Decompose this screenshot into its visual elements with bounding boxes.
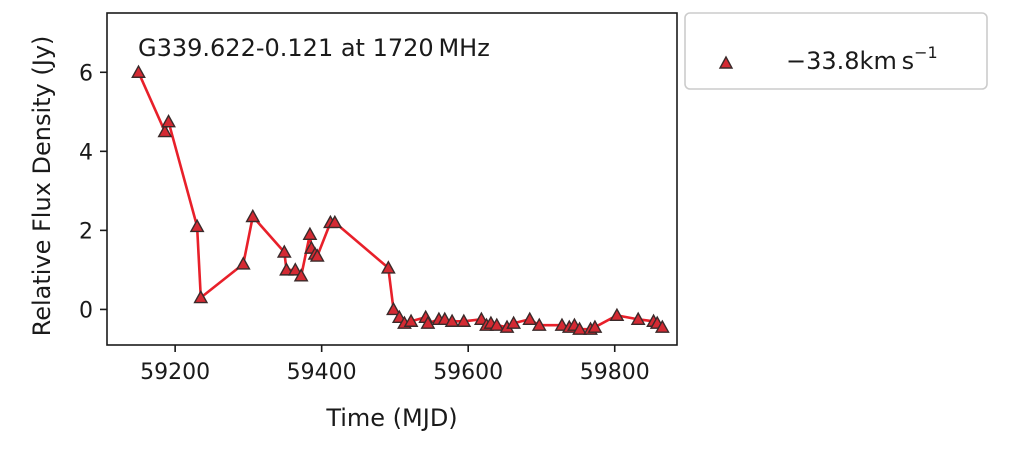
y-tick-label: 0 (79, 298, 93, 323)
data-point (157, 123, 173, 138)
data-point (189, 218, 205, 233)
y-tick-label: 4 (79, 140, 93, 165)
legend: −33.8km s−1 (684, 12, 988, 90)
x-tick-label: 59200 (140, 360, 210, 385)
y-axis-label: Relative Flux Density (Jy) (28, 36, 56, 337)
data-point (456, 313, 472, 327)
data-point (572, 321, 587, 335)
data-point (131, 64, 146, 78)
data-point (276, 244, 292, 258)
data-point (302, 226, 318, 240)
data-point (293, 268, 309, 282)
data-point (287, 262, 303, 276)
data-point (420, 315, 436, 329)
y-tick-label: 6 (79, 61, 93, 86)
legend-marker (718, 55, 734, 69)
data-point (609, 307, 625, 322)
data-point (506, 315, 522, 329)
legend-label-main: −33.8km s (786, 47, 914, 75)
x-tick-label: 59400 (287, 360, 357, 385)
legend-label-sup: −1 (914, 43, 938, 62)
data-point (587, 319, 603, 333)
x-tick-label: 59600 (433, 360, 503, 385)
data-point (386, 301, 401, 316)
data-point (161, 114, 176, 128)
data-point (245, 208, 261, 223)
data-point (235, 256, 251, 270)
plot-frame (106, 12, 678, 346)
data-point (522, 311, 538, 325)
data-point (630, 311, 646, 325)
series-line (137, 71, 664, 331)
legend-frame (684, 12, 988, 90)
y-tick-label: 2 (79, 219, 93, 244)
data-point (309, 248, 325, 262)
legend-label: −33.8km s−1 (786, 43, 938, 75)
data-point (403, 313, 419, 327)
data-point (489, 317, 505, 331)
data-point (279, 262, 294, 276)
x-axis-label: Time (MJD) (325, 404, 457, 432)
plot-annotation: G339.622-0.121 at 1720 MHz (138, 34, 490, 62)
data-point (380, 260, 396, 274)
x-tick-label: 59800 (580, 360, 650, 385)
data-point (654, 319, 670, 333)
data-point (531, 317, 547, 331)
data-point (193, 289, 209, 304)
data-point (444, 313, 460, 327)
data-point (327, 214, 343, 229)
